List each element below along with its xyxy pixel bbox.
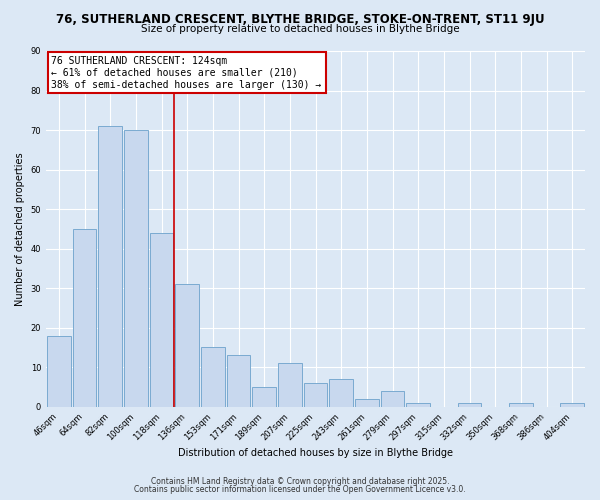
Bar	[381, 391, 404, 406]
Bar	[278, 363, 302, 406]
Bar	[560, 402, 584, 406]
Text: 76 SUTHERLAND CRESCENT: 124sqm
← 61% of detached houses are smaller (210)
38% of: 76 SUTHERLAND CRESCENT: 124sqm ← 61% of …	[52, 56, 322, 90]
Bar	[253, 387, 276, 406]
Bar	[150, 233, 173, 406]
Bar	[227, 356, 250, 406]
Y-axis label: Number of detached properties: Number of detached properties	[15, 152, 25, 306]
Bar	[47, 336, 71, 406]
Bar	[73, 229, 97, 406]
Bar	[175, 284, 199, 406]
X-axis label: Distribution of detached houses by size in Blythe Bridge: Distribution of detached houses by size …	[178, 448, 453, 458]
Text: 76, SUTHERLAND CRESCENT, BLYTHE BRIDGE, STOKE-ON-TRENT, ST11 9JU: 76, SUTHERLAND CRESCENT, BLYTHE BRIDGE, …	[56, 12, 544, 26]
Bar	[509, 402, 533, 406]
Text: Contains public sector information licensed under the Open Government Licence v3: Contains public sector information licen…	[134, 485, 466, 494]
Bar	[201, 348, 224, 406]
Text: Size of property relative to detached houses in Blythe Bridge: Size of property relative to detached ho…	[140, 24, 460, 34]
Bar	[304, 383, 328, 406]
Bar	[124, 130, 148, 406]
Bar	[98, 126, 122, 406]
Bar	[406, 402, 430, 406]
Bar	[329, 379, 353, 406]
Bar	[355, 399, 379, 406]
Bar	[458, 402, 481, 406]
Text: Contains HM Land Registry data © Crown copyright and database right 2025.: Contains HM Land Registry data © Crown c…	[151, 477, 449, 486]
